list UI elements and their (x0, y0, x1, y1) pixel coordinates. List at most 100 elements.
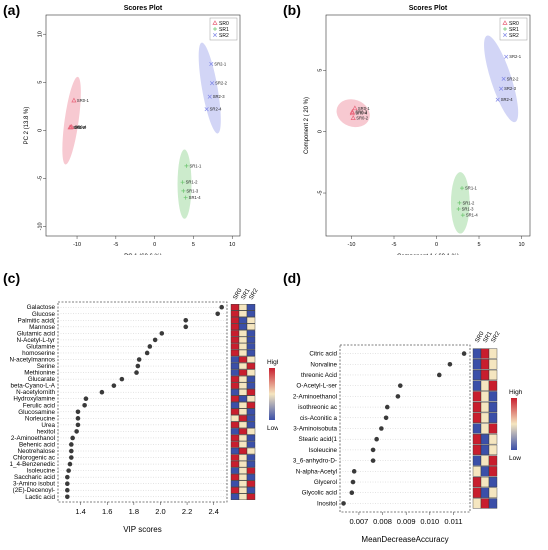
heatmap-cell (246, 317, 256, 324)
category-label: 2-Aminoethanol (11, 435, 55, 442)
category-label: Glutamic acid (17, 330, 56, 337)
heatmap-cell (238, 343, 248, 350)
legend-label: SR0 (509, 21, 519, 27)
heatmap-cell (480, 401, 490, 413)
data-point (135, 363, 141, 369)
category-label: N-acetylmannos (10, 357, 56, 364)
data-point (183, 318, 189, 323)
heatmap-cell (472, 466, 482, 477)
heatmap-cell (488, 391, 498, 402)
category-label: 3-Amino isobut (13, 481, 55, 488)
data-point (215, 311, 220, 317)
heatmap-cell (480, 466, 490, 477)
heatmap-cell (238, 362, 248, 370)
heatmap-cell (230, 304, 240, 311)
point-label: SR1-4 (189, 195, 202, 200)
category-label: cis-Aconitic a (300, 415, 338, 422)
heatmap-cell (246, 330, 256, 337)
heatmap-cell (238, 480, 248, 487)
legend-marker (212, 20, 218, 25)
category-label: Glutamine (26, 343, 55, 350)
heatmap-cell (488, 444, 498, 456)
legend-label: SR2 (509, 33, 519, 39)
heatmap-cell (480, 476, 490, 488)
data-point (65, 494, 70, 500)
heatmap-column-label: SR2 (491, 330, 502, 344)
category-label: Glucose (32, 311, 56, 318)
x-tick-label: 2.2 (182, 507, 192, 516)
category-label: (2E)-Decenoyl- (13, 487, 55, 494)
heatmap-cell (230, 343, 240, 350)
heatmap-cell (488, 423, 498, 434)
heatmap-cell (238, 382, 248, 389)
heatmap-cell (230, 460, 240, 468)
data-point (210, 81, 215, 86)
heatmap-cell (246, 467, 256, 474)
category-label: beta-Cyano-L-A (11, 383, 56, 390)
data-point (136, 357, 142, 362)
colorbar-low-label: Low (267, 425, 278, 432)
heatmap-cell (246, 493, 256, 500)
heatmap-cell (246, 336, 256, 344)
heatmap-cell (246, 421, 256, 429)
x-tick-label: 1.8 (129, 507, 139, 516)
heatmap-cell (488, 348, 498, 359)
category-label: Isoleucine (27, 468, 56, 475)
data-point (209, 61, 214, 67)
y-axis-label: Component 2 ( 20 %) (304, 97, 310, 154)
heatmap-cell (238, 356, 248, 363)
x-tick-label: 10 (518, 242, 524, 248)
y-tick-label: 5 (37, 81, 43, 84)
y-tick-label: -5 (37, 176, 43, 181)
heatmap-cell (230, 388, 240, 396)
data-point (370, 447, 376, 453)
heatmap-cell (238, 330, 248, 337)
data-point (183, 195, 188, 200)
heatmap-cell (238, 454, 248, 461)
category-label: Citric acid (309, 351, 337, 358)
data-point (181, 188, 186, 193)
heatmap-cell (230, 408, 240, 416)
heatmap-cell (472, 498, 482, 509)
panel-letter-b: (b) (283, 2, 301, 18)
heatmap-cell (238, 402, 248, 409)
point-label: SR2-2 (215, 81, 228, 86)
heatmap-cell (246, 369, 256, 376)
data-point (495, 97, 500, 102)
data-point (341, 501, 346, 506)
heatmap-cell (230, 375, 240, 383)
scores-plot-b: (b) Scores Plot -10 -5 0 5 10 -5 0 5 Component 1 … (283, 2, 531, 255)
data-point (499, 86, 504, 91)
legend-marker (502, 20, 508, 25)
category-label: Chlorogenic ac (13, 455, 55, 462)
y-tick-label: 10 (37, 31, 43, 37)
category-label: 3_6-anhydro-D- (293, 458, 337, 465)
panel-letter-a: (a) (3, 2, 20, 18)
category-label: Saccharic acid (14, 474, 55, 481)
heatmap-cell (246, 356, 256, 363)
data-point (436, 372, 442, 378)
data-point (395, 394, 401, 399)
heatmap-cell (472, 401, 482, 413)
data-point (349, 109, 355, 114)
heatmap-cell (230, 317, 240, 324)
heatmap-cell (246, 428, 256, 435)
data-point (456, 206, 461, 211)
point-label: SR0-2 (73, 125, 86, 130)
heatmap-cell (246, 487, 256, 494)
heatmap-cell (480, 434, 490, 445)
heatmap-cell (472, 380, 482, 391)
heatmap-cell (246, 388, 256, 396)
data-point (66, 468, 71, 473)
heatmap-cell (472, 434, 482, 445)
data-point (65, 487, 70, 493)
heatmap-cell (472, 455, 482, 466)
data-point (69, 448, 74, 454)
data-point (397, 383, 403, 388)
data-point (349, 490, 355, 496)
x-tick-label: 0.010 (420, 517, 439, 526)
data-point (67, 461, 73, 467)
point-label: SR1-1 (189, 163, 202, 168)
plot-frame (325, 14, 531, 237)
heatmap-cell (246, 415, 256, 422)
